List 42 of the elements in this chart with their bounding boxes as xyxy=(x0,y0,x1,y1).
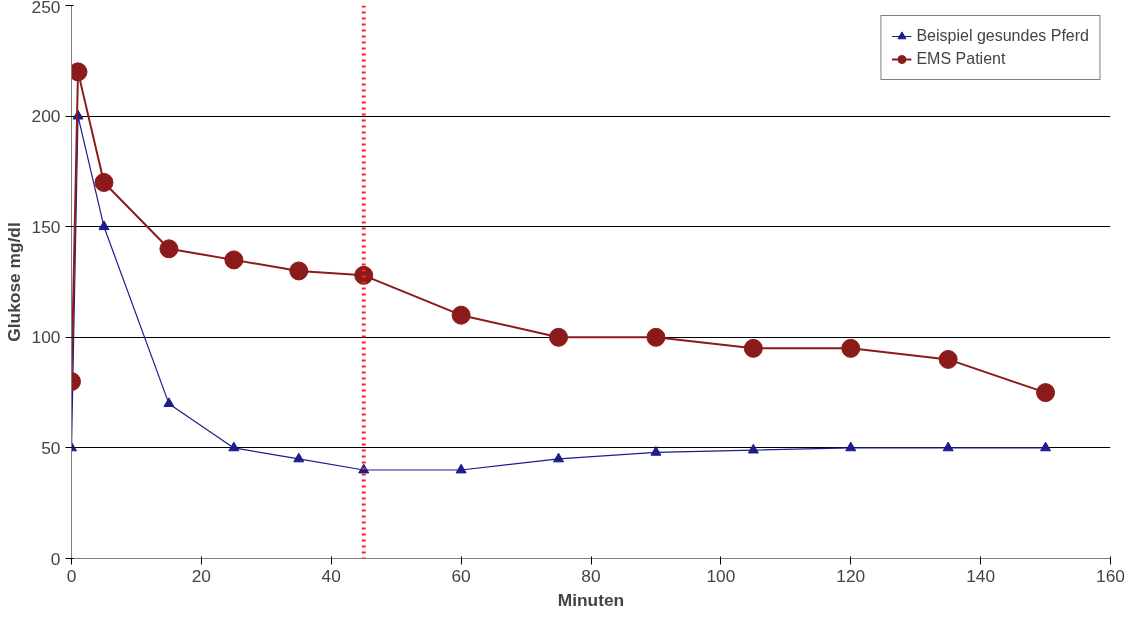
legend-label: EMS Patient xyxy=(916,50,1006,68)
point xyxy=(841,338,861,358)
x-tick-label: 0 xyxy=(66,565,77,586)
point xyxy=(98,220,110,231)
y-tick-label: 50 xyxy=(41,437,61,458)
point xyxy=(549,327,569,347)
x-tick-label: 20 xyxy=(191,565,212,586)
point xyxy=(354,265,374,285)
point xyxy=(1040,441,1052,452)
y-tick-label: 200 xyxy=(31,106,61,127)
x-axis-title: Minuten xyxy=(557,589,625,610)
x-tick-label: 100 xyxy=(706,565,736,586)
x-tick-label: 140 xyxy=(966,565,996,586)
x-tick-label: 120 xyxy=(836,565,866,586)
point xyxy=(942,441,954,452)
point xyxy=(293,452,305,463)
point xyxy=(94,172,114,192)
point xyxy=(938,349,958,369)
point xyxy=(646,327,666,347)
point xyxy=(743,338,763,358)
x-tick-label: 160 xyxy=(1096,565,1125,586)
point xyxy=(289,261,309,281)
x-tick-label: 40 xyxy=(321,565,341,586)
x-tick-label: 80 xyxy=(581,565,601,586)
point xyxy=(650,446,662,456)
point xyxy=(553,452,565,463)
point xyxy=(451,305,471,325)
point xyxy=(224,250,244,270)
y-tick-label: 100 xyxy=(31,327,61,348)
point xyxy=(159,239,179,259)
y-tick-label: 250 xyxy=(31,0,61,17)
point xyxy=(228,441,240,452)
point xyxy=(455,463,467,474)
point xyxy=(1036,383,1056,403)
point xyxy=(845,441,857,452)
x-tick-label: 60 xyxy=(451,565,471,586)
y-tick-label: 0 xyxy=(50,548,61,569)
legend-label: Beispiel gesundes Pferd xyxy=(916,27,1089,45)
y-tick-label: 150 xyxy=(31,216,61,237)
point xyxy=(163,397,175,408)
y-axis-title: Glukose mg/dl xyxy=(3,222,24,342)
point xyxy=(747,443,759,454)
